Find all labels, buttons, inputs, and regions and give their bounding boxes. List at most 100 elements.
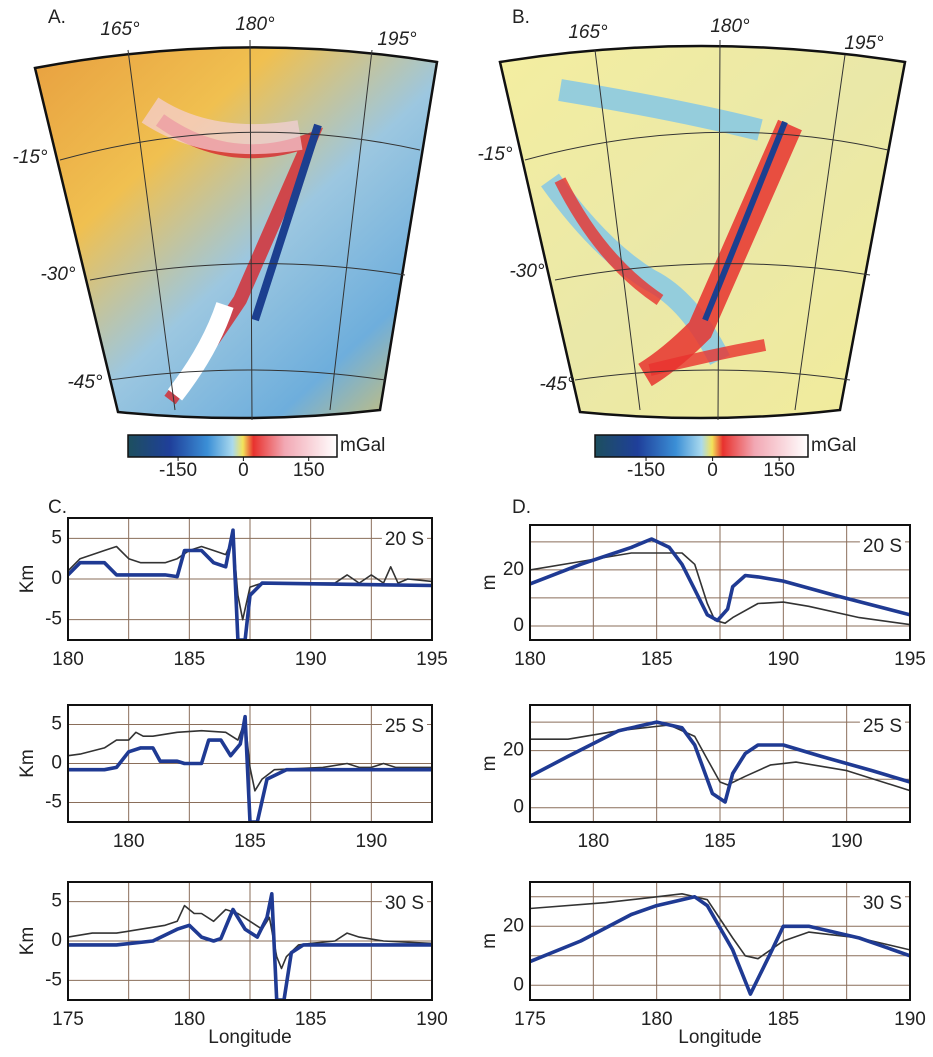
panel-label: A. xyxy=(48,7,66,28)
x-tick-label: 180 xyxy=(514,649,546,670)
map-b xyxy=(498,39,907,421)
data-line xyxy=(530,893,910,960)
plot-frame xyxy=(67,881,433,1001)
y-tick-label: -5 xyxy=(45,969,62,990)
x-tick-label: 185 xyxy=(704,831,736,852)
longitude-label: 165° xyxy=(568,22,608,43)
colorbar-tick-label: -150 xyxy=(627,460,665,481)
annotation: 20 S xyxy=(385,529,424,550)
annotation-bg xyxy=(859,535,905,559)
annotation-bg xyxy=(381,715,427,739)
x-tick-label: 185 xyxy=(173,649,205,670)
colorbar-tick-label: 0 xyxy=(238,460,249,481)
latitude-label: -45° xyxy=(539,374,574,395)
x-tick-label: 185 xyxy=(767,1009,799,1030)
x-tick-label: 190 xyxy=(767,649,799,670)
annotation: 30 S xyxy=(863,893,902,914)
plot-frame xyxy=(67,517,433,641)
latitude-label: -45° xyxy=(67,372,102,393)
y-tick-label: 5 xyxy=(51,714,62,735)
annotation: 30 S xyxy=(385,893,424,914)
latitude-label: -30° xyxy=(509,261,544,282)
x-tick-label: 185 xyxy=(234,831,266,852)
latitude-label: -15° xyxy=(12,147,47,168)
annotation-bg xyxy=(381,528,427,552)
plot-frame xyxy=(67,704,433,823)
longitude-label: 180° xyxy=(235,14,275,35)
annotation: 20 S xyxy=(863,536,902,557)
longitude-label: 180° xyxy=(710,16,750,37)
x-tick-label: 190 xyxy=(894,1009,926,1030)
x-tick-label: 190 xyxy=(295,649,327,670)
y-axis-label: Km xyxy=(17,927,38,956)
x-tick-label: 180 xyxy=(641,1009,673,1030)
map-a xyxy=(33,39,439,421)
longitude-label: 195° xyxy=(844,33,884,54)
y-axis-label: m xyxy=(479,575,500,591)
data-line xyxy=(68,537,432,621)
x-axis-label: Longitude xyxy=(678,1027,761,1048)
data-line xyxy=(530,552,910,626)
y-tick-label: 0 xyxy=(51,753,62,774)
data-line xyxy=(530,895,910,996)
plot-frame xyxy=(529,704,911,823)
y-tick-label: 20 xyxy=(503,559,524,580)
colorbar xyxy=(127,434,338,458)
latitude-label: -30° xyxy=(40,264,75,285)
x-tick-label: 195 xyxy=(894,649,926,670)
latitude-label: -15° xyxy=(477,144,512,165)
colorbar-tick-label: 150 xyxy=(293,460,325,481)
y-tick-label: 5 xyxy=(51,527,62,548)
line-chart: 180 185 190 -5 0 5 25 S Km xyxy=(17,704,433,852)
line-chart: 175 180 185 190 0 20 30 S m Longitude xyxy=(479,881,926,1048)
data-line xyxy=(530,720,910,804)
plot-frame xyxy=(529,524,911,641)
x-tick-label: 180 xyxy=(173,1009,205,1030)
y-tick-label: 0 xyxy=(513,797,524,818)
x-axis-label: Longitude xyxy=(208,1027,291,1048)
longitude-label: 195° xyxy=(377,29,417,50)
x-tick-label: 190 xyxy=(831,831,863,852)
panel-label: B. xyxy=(512,7,530,28)
y-axis-label: Km xyxy=(17,565,38,594)
y-axis-label: m xyxy=(479,933,500,949)
x-tick-label: 180 xyxy=(113,831,145,852)
y-tick-label: -5 xyxy=(45,609,62,630)
y-tick-label: 5 xyxy=(51,891,62,912)
x-tick-label: 180 xyxy=(577,831,609,852)
x-tick-label: 175 xyxy=(514,1009,546,1030)
y-tick-label: 0 xyxy=(513,615,524,636)
x-tick-label: 190 xyxy=(355,831,387,852)
y-tick-label: 0 xyxy=(51,568,62,589)
x-tick-label: 175 xyxy=(52,1009,84,1030)
y-tick-label: -5 xyxy=(45,792,62,813)
annotation: 25 S xyxy=(385,716,424,737)
panel-label: D. xyxy=(512,497,531,518)
colorbar-tick-label: -150 xyxy=(159,460,197,481)
x-tick-label: 185 xyxy=(295,1009,327,1030)
y-tick-label: 0 xyxy=(51,930,62,951)
y-tick-label: 0 xyxy=(513,974,524,995)
x-tick-label: 185 xyxy=(641,649,673,670)
longitude-label: 165° xyxy=(100,19,140,40)
x-tick-label: 180 xyxy=(52,649,84,670)
colorbar-unit: mGal xyxy=(340,435,385,456)
colorbar xyxy=(594,434,809,458)
y-axis-label: m xyxy=(479,756,500,772)
colorbar-tick-label: 150 xyxy=(763,460,795,481)
y-axis-label: Km xyxy=(17,749,38,778)
data-line xyxy=(68,714,432,822)
data-line xyxy=(68,904,432,970)
annotation-bg xyxy=(859,715,905,739)
panel-label: C. xyxy=(48,497,67,518)
colorbar-tick-label: 0 xyxy=(707,460,718,481)
plot-frame xyxy=(529,881,911,1001)
line-chart: 175 180 185 190 -5 0 5 30 S Km Longitude xyxy=(17,881,448,1048)
data-line xyxy=(68,892,432,1000)
annotation-bg xyxy=(381,892,427,916)
annotation-bg xyxy=(859,892,905,916)
line-chart: 180 185 190 0 20 25 S m xyxy=(479,704,911,852)
line-chart: 180 185 190 195 -5 0 5 20 S Km xyxy=(17,517,448,670)
